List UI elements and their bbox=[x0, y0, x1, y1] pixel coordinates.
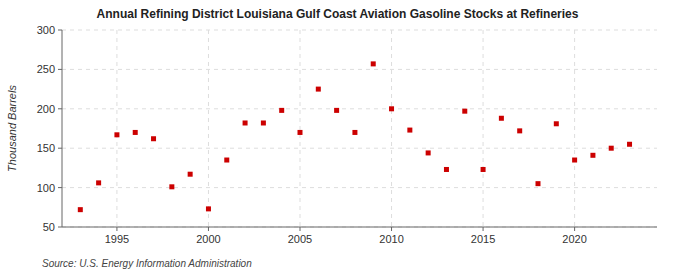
x-tick-label: 2015 bbox=[471, 233, 495, 245]
x-tick bbox=[208, 227, 209, 231]
point bbox=[334, 108, 339, 113]
y-tick-label: 150 bbox=[37, 142, 55, 154]
grid-line-y bbox=[62, 30, 657, 31]
x-tick-label: 1995 bbox=[105, 233, 129, 245]
point bbox=[371, 61, 376, 66]
x-tick bbox=[391, 227, 392, 231]
grid-line-y bbox=[62, 187, 657, 188]
x-tick bbox=[300, 227, 301, 231]
point bbox=[279, 108, 284, 113]
point bbox=[261, 120, 266, 125]
grid bbox=[62, 30, 657, 227]
page: {"chart_data": {"type": "scatter", "titl… bbox=[0, 0, 675, 275]
grid-line-y bbox=[62, 227, 657, 228]
point bbox=[133, 130, 138, 135]
y-tick-label: 200 bbox=[37, 103, 55, 115]
x-tick-label: 2000 bbox=[196, 233, 220, 245]
y-tick-label: 300 bbox=[37, 24, 55, 36]
point bbox=[609, 146, 614, 151]
grid-line-x bbox=[391, 30, 392, 227]
grid-line-x bbox=[300, 30, 301, 227]
point bbox=[554, 121, 559, 126]
point bbox=[298, 130, 303, 135]
axes: 1995 2000 2005 2010 2015 2020 50 100 150 200 250 30… bbox=[37, 24, 657, 245]
point bbox=[572, 158, 577, 163]
point bbox=[499, 116, 504, 121]
point bbox=[590, 153, 595, 158]
y-tick-label: 50 bbox=[43, 221, 55, 233]
point bbox=[224, 158, 229, 163]
grid-line-x bbox=[208, 30, 209, 227]
x-tick-label: 2010 bbox=[379, 233, 403, 245]
y-axis-line bbox=[62, 30, 63, 227]
y-tick bbox=[58, 108, 62, 109]
grid-line-x bbox=[483, 30, 484, 227]
y-tick bbox=[58, 187, 62, 188]
x-tick bbox=[574, 227, 575, 231]
title: Annual Refining District Louisiana Gulf … bbox=[97, 7, 579, 21]
point bbox=[407, 128, 412, 133]
grid-line-x bbox=[116, 30, 117, 227]
x-tick-label: 2020 bbox=[562, 233, 586, 245]
x-tick-label: 2005 bbox=[288, 233, 312, 245]
point bbox=[462, 109, 467, 114]
y-tick-label: 100 bbox=[37, 182, 55, 194]
y-tick bbox=[58, 30, 62, 31]
point bbox=[426, 150, 431, 155]
grid-line-x bbox=[574, 30, 575, 227]
point bbox=[114, 132, 119, 137]
grid-line-y bbox=[62, 108, 657, 109]
x-tick bbox=[483, 227, 484, 231]
x-tick bbox=[116, 227, 117, 231]
point bbox=[96, 180, 101, 185]
point bbox=[243, 120, 248, 125]
y-tick bbox=[58, 227, 62, 228]
y-tick bbox=[58, 69, 62, 70]
point bbox=[536, 181, 541, 186]
annotation: Source: U.S. Energy Information Administ… bbox=[42, 258, 252, 269]
y-tick-label: 250 bbox=[37, 63, 55, 75]
point bbox=[389, 106, 394, 111]
chart: 1995 2000 2005 2010 2015 2020 50 100 150 200 250 30… bbox=[0, 0, 675, 275]
point bbox=[316, 87, 321, 92]
point bbox=[206, 206, 211, 211]
point bbox=[78, 207, 83, 212]
point bbox=[481, 167, 486, 172]
y-axis-label: Thousand Barrels bbox=[6, 85, 18, 172]
point bbox=[151, 136, 156, 141]
point bbox=[188, 172, 193, 177]
point bbox=[352, 130, 357, 135]
points bbox=[78, 61, 632, 212]
x-axis-line bbox=[62, 227, 657, 228]
grid-line-y bbox=[62, 148, 657, 149]
point bbox=[517, 128, 522, 133]
point bbox=[627, 142, 632, 147]
point bbox=[444, 167, 449, 172]
point bbox=[169, 184, 174, 189]
grid-line-y bbox=[62, 69, 657, 70]
y-tick bbox=[58, 148, 62, 149]
